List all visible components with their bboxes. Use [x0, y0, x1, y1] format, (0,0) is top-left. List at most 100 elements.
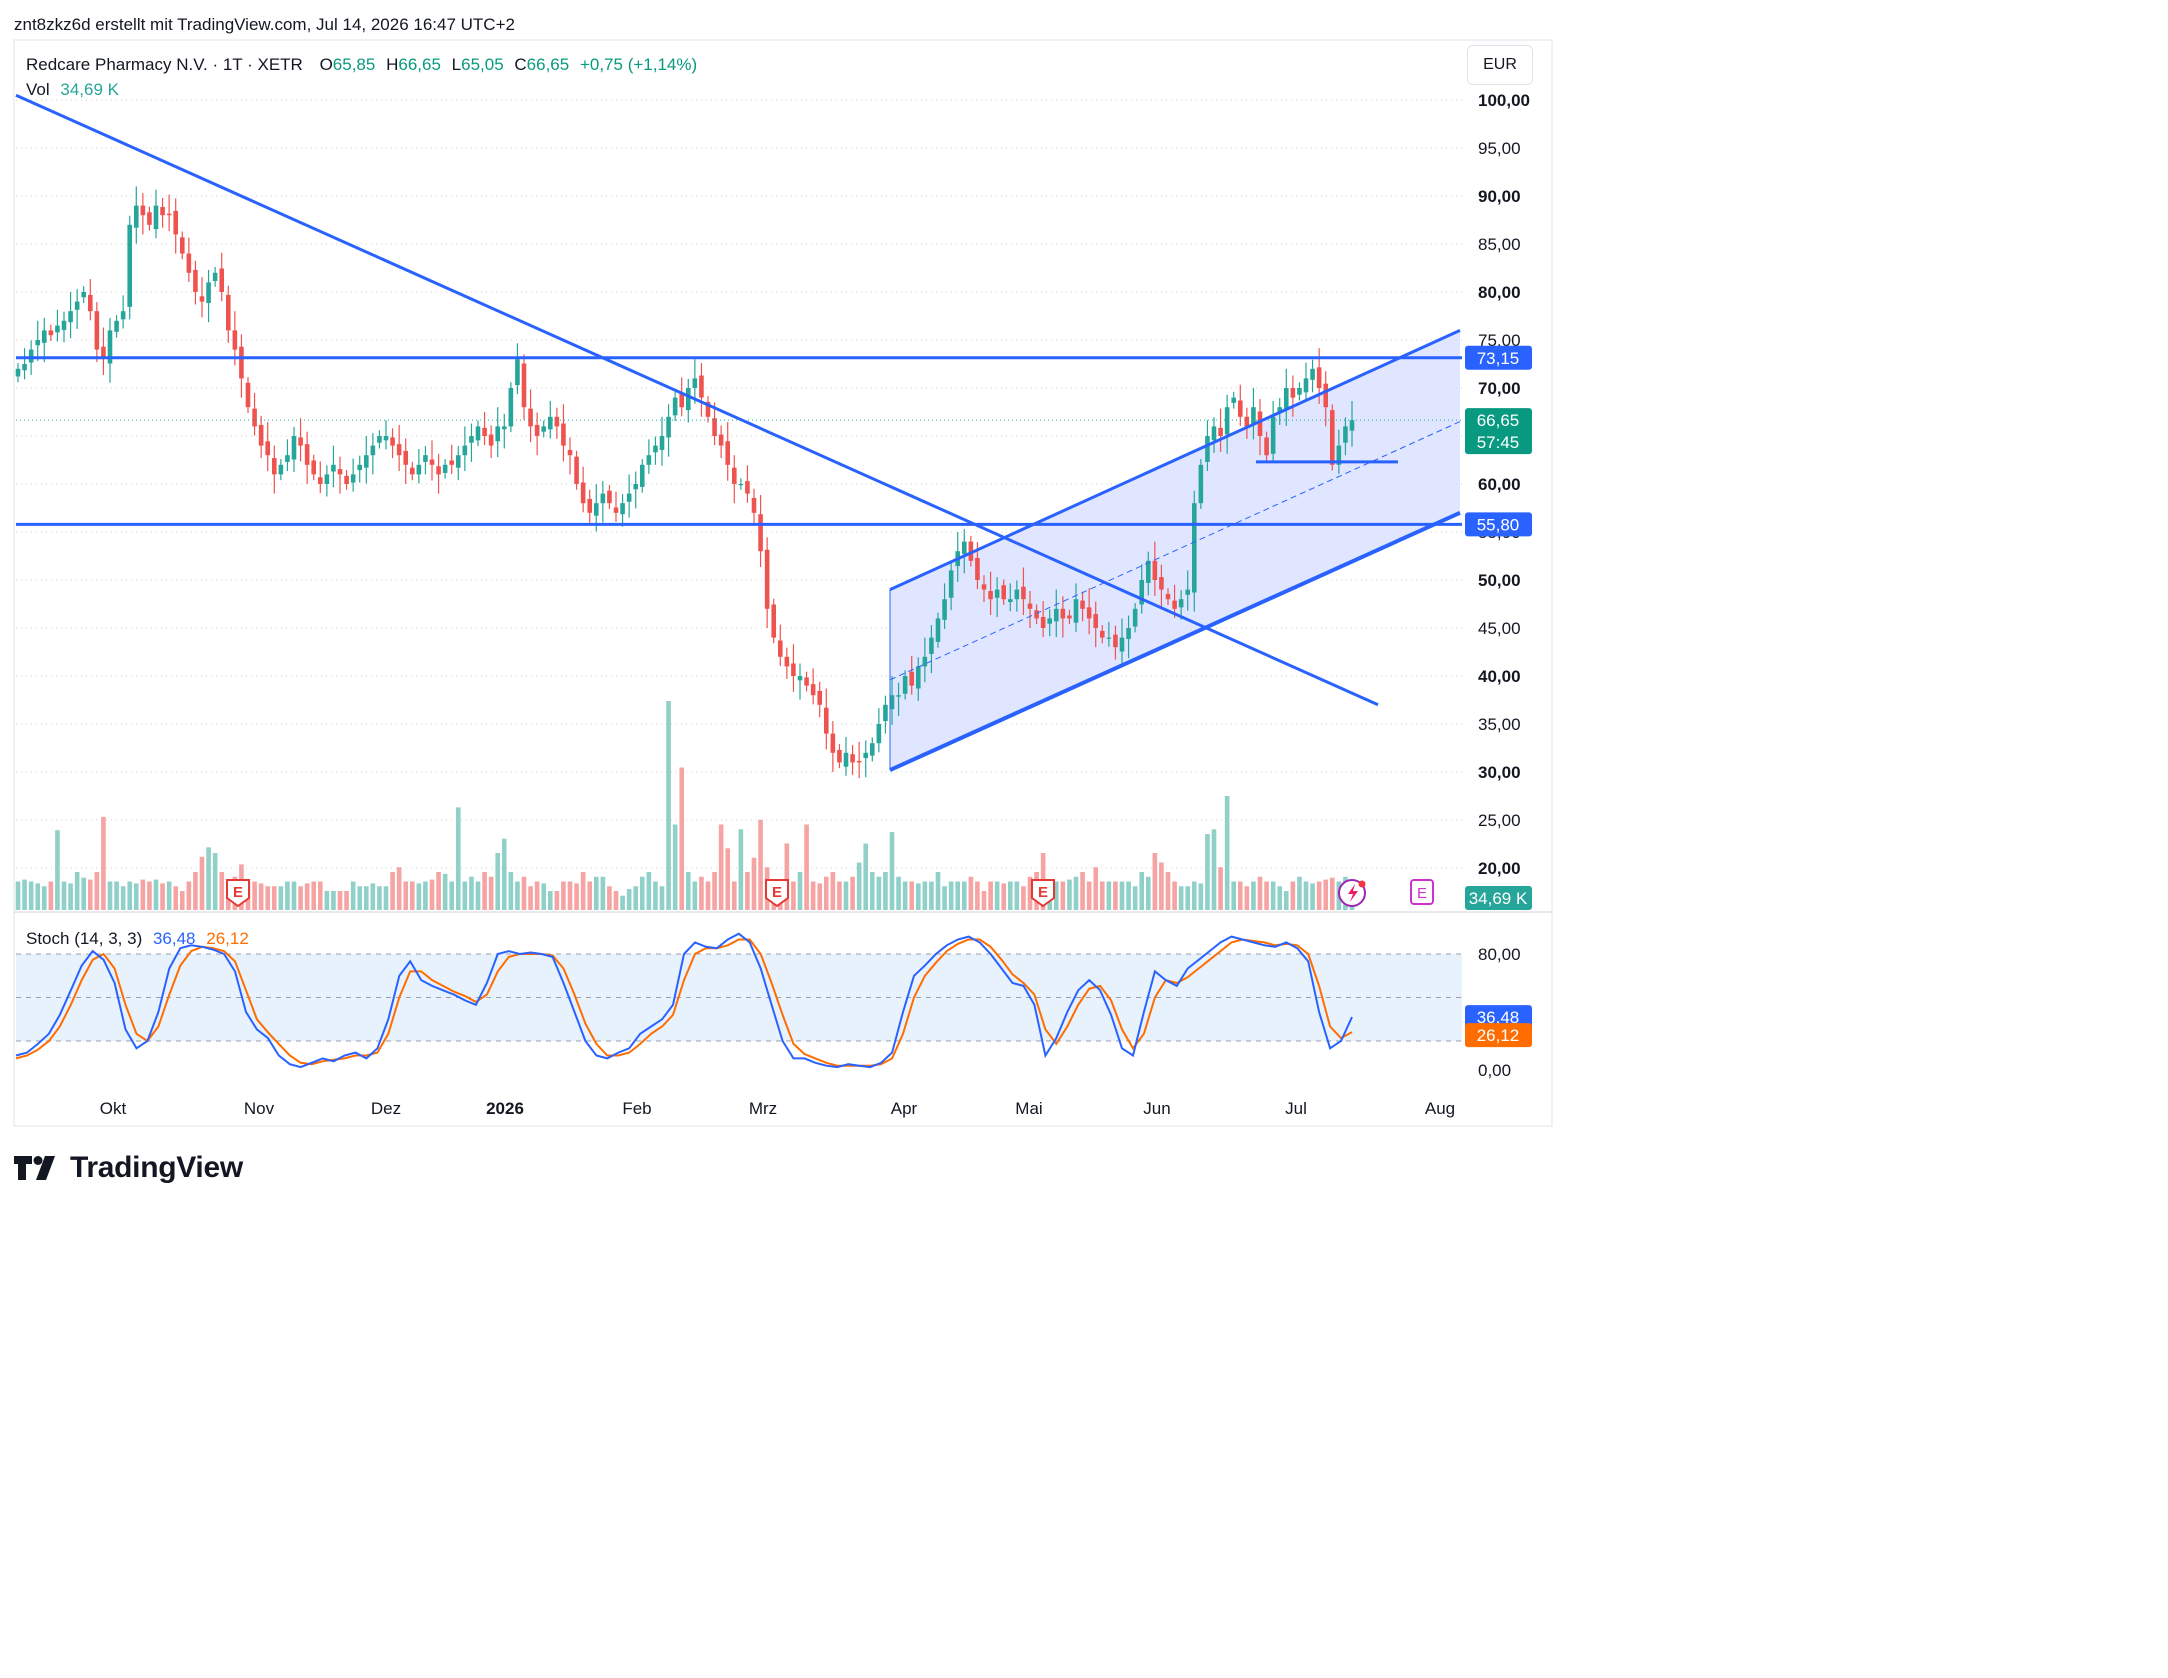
candle-body [271, 458, 277, 475]
candle-body [929, 637, 934, 654]
volume-bar [179, 891, 185, 910]
volume-bar [725, 848, 731, 910]
volume-bar [357, 886, 363, 910]
volume-bar [482, 872, 487, 910]
candle-body [666, 416, 671, 438]
volume-bar [501, 838, 507, 910]
candle-body [692, 378, 698, 388]
volume-bar [968, 876, 974, 910]
candle-body [804, 677, 809, 686]
candle-body [462, 445, 468, 456]
price-tick-label: 80,00 [1478, 283, 1521, 302]
candle-body [1283, 388, 1289, 411]
candle-body [1264, 437, 1269, 456]
candle-body [515, 359, 520, 386]
stoch-label[interactable]: Stoch (14, 3, 3) [26, 929, 143, 948]
candle-body [1067, 615, 1072, 619]
volume-bar [607, 886, 612, 910]
candle-body [423, 455, 428, 462]
price-tick-label: 100,00 [1478, 91, 1530, 110]
candle-body [212, 272, 218, 281]
candle-body [344, 475, 349, 484]
candle-body [199, 296, 205, 302]
volume-bar [120, 886, 126, 910]
candle-body [777, 640, 783, 657]
candle-body [764, 549, 770, 609]
volume-bar [1310, 883, 1315, 910]
volume-bar [613, 891, 619, 910]
candle-body [1349, 420, 1355, 431]
candle-body [166, 213, 172, 216]
price-tick-label: 70,00 [1478, 379, 1521, 398]
candle-body [186, 253, 192, 273]
candle-body [994, 589, 1000, 598]
volume-bar [981, 891, 987, 910]
candle-body [1086, 607, 1092, 619]
volume-bar [1152, 853, 1158, 910]
volume-bar [620, 895, 625, 910]
candle-body [620, 503, 625, 515]
candle-body [1027, 603, 1033, 609]
volume-bar [81, 877, 87, 910]
volume-bar [593, 876, 599, 910]
candle-body [442, 464, 448, 473]
volume-bar [311, 881, 317, 910]
volume-bar [587, 881, 593, 910]
candle-body [1060, 608, 1066, 619]
channel-upper-line [889, 329, 1461, 591]
candle-body [28, 349, 34, 363]
ohlc-legend: Redcare Pharmacy N.V. · 1T · XETR O65,85… [26, 55, 697, 75]
volume-bar [265, 886, 271, 910]
volume-bar [896, 876, 901, 910]
candle-body [639, 464, 645, 487]
time-tick-label: Mrz [749, 1099, 777, 1118]
currency-button[interactable]: EUR [1467, 45, 1533, 85]
chart-frame [13, 39, 1553, 1127]
volume-bar [1067, 879, 1072, 910]
candle-body [613, 507, 619, 513]
change-value: +0,75 (+1,14%) [579, 55, 698, 74]
candle-body [1323, 383, 1329, 408]
candle-body [915, 666, 921, 689]
candle-body [626, 493, 632, 502]
stoch-d-badge-box [1465, 1023, 1532, 1048]
volume-bar [1014, 881, 1020, 910]
volume-bar [87, 879, 93, 910]
candle-body [114, 320, 119, 332]
candle-body [909, 671, 915, 686]
volume-bar [291, 881, 297, 910]
volume-bar [1132, 886, 1138, 910]
volume-bar [469, 876, 474, 910]
chart-canvas[interactable]: 100,00 95,00 90,00 85,00 80,00 75,00 70,00 65,0… [0, 0, 1568, 1214]
candle-body [363, 455, 369, 468]
candle-body [521, 363, 527, 408]
candle-body [409, 467, 415, 475]
volume-bar [699, 876, 704, 910]
candle-body [304, 444, 310, 465]
candle-body [173, 210, 179, 235]
candle-body [1316, 367, 1322, 388]
symbol-label[interactable]: Redcare Pharmacy N.V. · 1T · XETR [26, 55, 303, 74]
volume-bar [935, 872, 941, 910]
candle-body [1126, 628, 1131, 640]
volume-bar [416, 883, 422, 910]
candle-body [731, 467, 737, 484]
candle-body [1034, 610, 1039, 619]
volume-bar [1099, 881, 1105, 910]
candle-body [1211, 426, 1217, 441]
candle-body [206, 282, 211, 304]
volume-bar [344, 891, 349, 910]
flash-icon-dot [1358, 880, 1366, 888]
volume-bar [955, 881, 961, 910]
volume-bar [975, 881, 980, 910]
candle-body [653, 445, 658, 453]
time-tick-label: Jun [1143, 1099, 1170, 1118]
volume-bar [153, 879, 159, 910]
candle-body [876, 724, 882, 744]
volume-bar [791, 881, 796, 910]
volume-bar [626, 889, 632, 910]
candle-body [403, 450, 409, 465]
price-tick-label: 20,00 [1478, 859, 1521, 878]
candle-body [331, 464, 336, 472]
candle-body [1290, 388, 1296, 398]
